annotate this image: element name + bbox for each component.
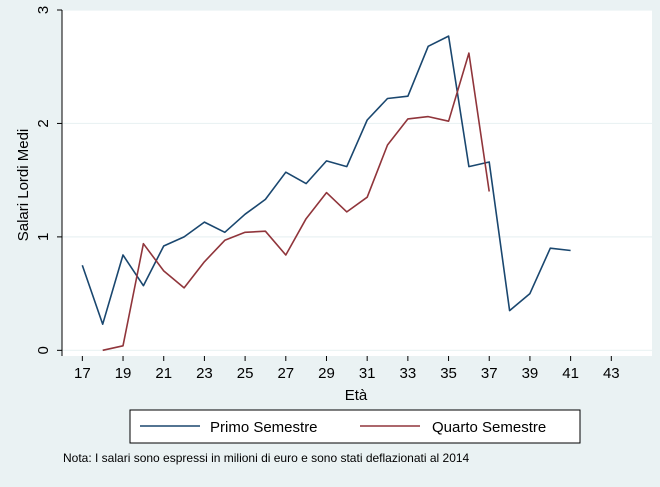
x-tick-label: 35 — [440, 365, 457, 382]
x-tick-label: 29 — [318, 365, 335, 382]
x-tick-label: 33 — [400, 365, 417, 382]
series-line-quarto-semestre — [102, 52, 490, 352]
plot-area — [62, 10, 652, 356]
legend-label-primo: Primo Semestre — [210, 419, 318, 436]
y-tick-label: 3 — [35, 6, 52, 14]
legend-box — [129, 409, 581, 444]
x-tick-label: 19 — [115, 365, 132, 382]
y-tick-label: 2 — [35, 119, 52, 127]
x-tick-label: 39 — [522, 365, 539, 382]
x-tick-label: 17 — [74, 365, 91, 382]
x-tick-label: 41 — [562, 365, 579, 382]
x-tick-label: 31 — [359, 365, 376, 382]
legend-label-quarto: Quarto Semestre — [432, 419, 546, 436]
series-lines — [81, 35, 571, 352]
y-tick-label: 0 — [35, 346, 52, 354]
x-axis-title: Età — [345, 387, 368, 404]
y-axis-title: Salari Lordi Medi — [15, 129, 32, 242]
x-tick-label: 25 — [237, 365, 254, 382]
x-tick-label: 37 — [481, 365, 498, 382]
x-tick-label: 27 — [277, 365, 294, 382]
grid — [62, 9, 652, 351]
x-tick-label: 23 — [196, 365, 213, 382]
legend: Primo Semestre Quarto Semestre — [129, 409, 581, 444]
y-tick-label: 1 — [35, 233, 52, 241]
x-tick-label: 43 — [603, 365, 620, 382]
series-line-primo-semestre — [81, 35, 571, 326]
x-tick-label: 21 — [155, 365, 172, 382]
chart-note: Nota: I salari sono espressi in milioni … — [63, 451, 470, 465]
